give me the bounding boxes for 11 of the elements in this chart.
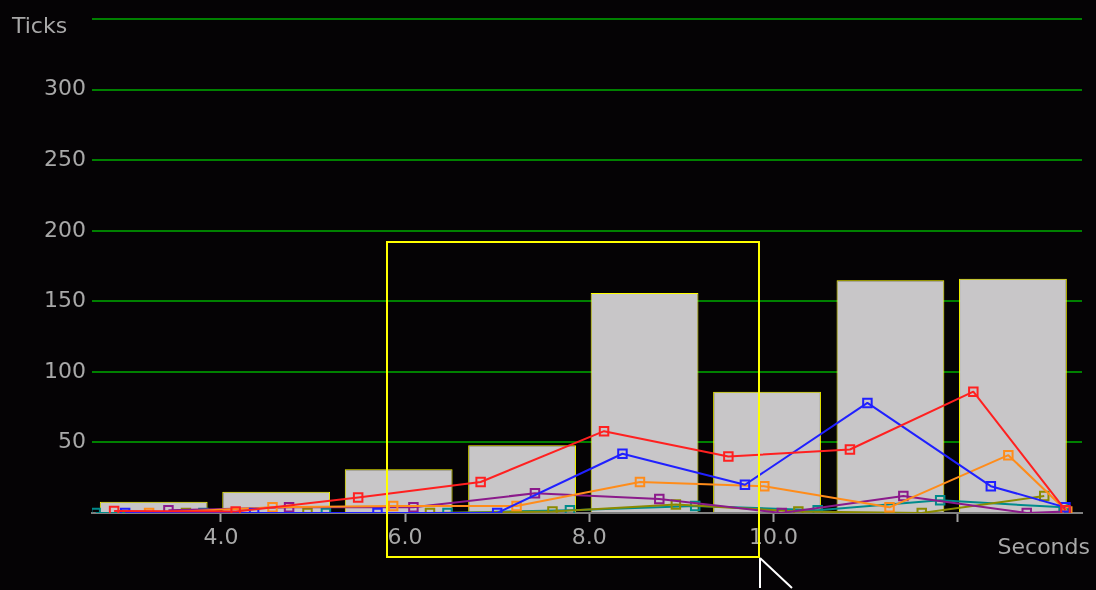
y-tick-label: 200 [44, 216, 86, 242]
y-tick-label: 300 [44, 75, 86, 101]
y-tick-label: 100 [44, 357, 86, 383]
y-tick-label: 250 [44, 146, 86, 171]
x-tick-label: 8.0 [571, 523, 607, 549]
x-tick-label: 4.0 [203, 523, 239, 549]
x-tick-label: 6.0 [387, 523, 423, 549]
x-axis-title: Seconds [997, 533, 1090, 559]
y-axis-title: Ticks [11, 12, 68, 38]
y-tick-label: 50 [58, 428, 86, 454]
y-tick-label: 150 [44, 287, 86, 313]
